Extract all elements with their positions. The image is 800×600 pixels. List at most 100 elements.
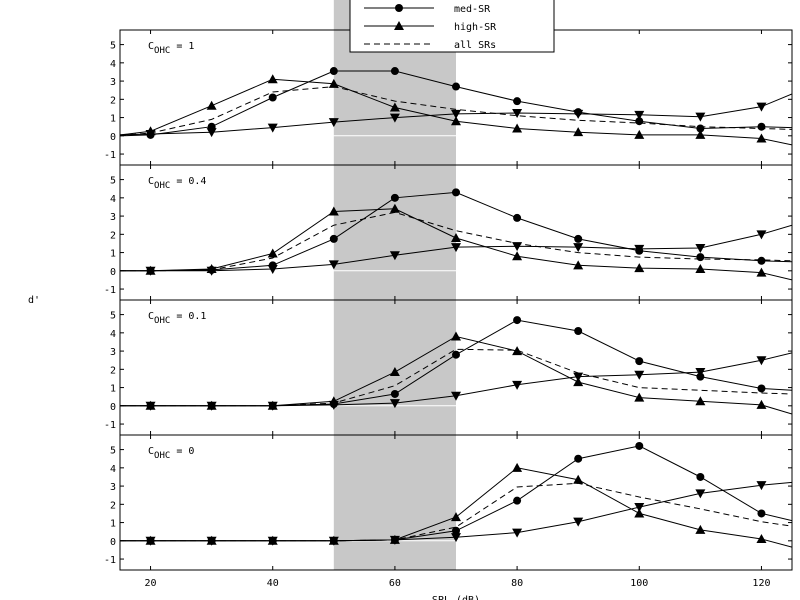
legend-entry-label: all SRs [454,40,496,51]
point-high-sr [695,396,706,406]
point-high-sr [267,248,278,258]
point-high-sr [573,474,584,484]
point-low-sr [512,528,523,538]
point-high-sr [206,263,217,273]
point-low-sr [756,356,767,366]
point-med-sr [757,122,766,131]
point-med-sr [390,389,399,398]
y-tick-label: 5 [110,41,116,52]
y-tick-label: 3 [110,212,116,223]
x-tick-label: 80 [511,578,523,589]
y-tick-label: 3 [110,77,116,88]
point-med-sr [757,509,766,518]
x-axis-label: SPL (dB) [432,595,480,600]
y-tick-label: 2 [110,230,116,241]
x-tick-label: 40 [267,578,279,589]
point-high-sr [573,260,584,270]
point-high-sr [512,251,523,261]
panel-label: COHC = 1 [148,41,194,56]
y-tick-label: -1 [104,420,116,431]
y-tick-label: 4 [110,464,116,475]
point-med-sr [757,256,766,265]
point-high-sr [206,400,217,410]
point-high-sr [695,263,706,273]
point-low-sr [695,244,706,254]
point-med-sr [513,213,522,222]
point-high-sr [267,535,278,545]
point-med-sr [390,67,399,76]
point-high-sr [695,129,706,139]
y-tick-label: 0 [110,132,116,143]
point-high-sr [451,331,461,341]
point-high-sr [145,535,156,545]
point-low-sr [389,399,400,409]
x-tick-label: 100 [630,578,648,589]
point-med-sr [268,261,277,270]
point-med-sr [268,93,277,102]
point-high-sr [206,535,217,545]
point-low-sr [695,368,706,378]
point-high-sr [573,377,584,387]
y-axis-label: d' [28,295,40,306]
point-high-sr [389,102,400,112]
point-low-sr [512,380,523,390]
point-low-sr [267,123,278,133]
legend-entry-label: med-SR [454,4,491,15]
point-med-sr [329,234,338,243]
y-tick-label: 4 [110,194,116,205]
point-high-sr [695,524,706,534]
point-low-sr [634,503,645,513]
point-high-sr [389,534,400,544]
point-med-sr [513,496,522,505]
y-tick-label: 1 [110,114,116,125]
point-med-sr [574,454,583,463]
y-tick-label: 0 [110,267,116,278]
point-low-sr [756,102,767,112]
point-med-sr [635,357,644,366]
point-high-sr [145,265,156,275]
point-med-sr [635,246,644,255]
point-high-sr [573,127,584,137]
shaded-region [333,0,456,570]
point-low-sr [451,109,461,119]
point-high-sr [634,392,645,402]
point-high-sr [267,74,278,84]
point-med-sr [696,253,705,262]
y-tick-label: 3 [110,482,116,493]
point-low-sr [756,481,767,491]
point-high-sr [512,462,523,472]
point-low-sr [695,489,706,499]
point-med-sr [635,117,644,126]
point-med-sr [635,441,644,450]
y-tick-label: 2 [110,365,116,376]
point-med-sr [390,193,399,202]
legend-marker [395,4,403,12]
panel-label: COHC = 0.1 [148,311,206,326]
point-med-sr [574,234,583,243]
point-high-sr [328,396,339,406]
point-high-sr [328,78,339,88]
y-tick-label: 0 [110,402,116,413]
y-tick-label: 5 [110,176,116,187]
point-high-sr [451,116,461,126]
point-med-sr [513,316,522,325]
point-low-sr [695,112,706,122]
point-med-sr [329,67,338,76]
point-med-sr [452,188,460,197]
x-tick-label: 60 [389,578,401,589]
point-low-sr [451,391,461,401]
y-tick-label: 1 [110,384,116,395]
point-med-sr [696,124,705,133]
point-med-sr [513,97,522,106]
point-high-sr [206,100,217,110]
point-low-sr [451,243,461,253]
panel-label: COHC = 0.4 [148,176,206,191]
y-tick-label: 1 [110,519,116,530]
point-high-sr [451,232,461,242]
point-low-sr [756,230,767,240]
y-tick-label: 3 [110,347,116,358]
y-tick-label: 1 [110,249,116,260]
panel-frame [119,434,793,571]
